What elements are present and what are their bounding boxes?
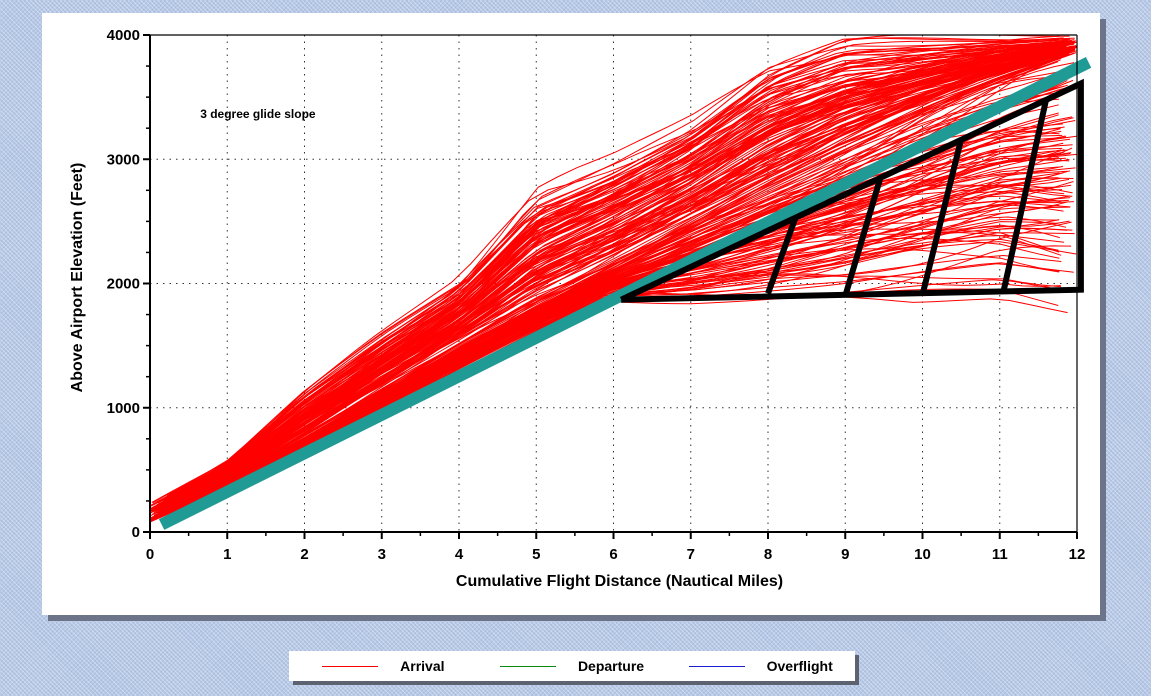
legend-entry-overflight: Overflight	[666, 658, 855, 674]
arrival-track-227	[150, 41, 1059, 509]
legend-label-departure: Departure	[577, 658, 645, 674]
glide-slope-line	[158, 56, 1092, 530]
arrival-track-207	[161, 35, 1070, 500]
legend-swatch-arrival	[322, 665, 379, 667]
arrival-track-17	[153, 275, 1062, 521]
arrival-track-48	[150, 43, 1058, 510]
x-tick-label-7: 7	[687, 546, 695, 563]
arrival-track-238	[163, 51, 1072, 508]
chart-panel: 0 1 2 3 4 5 6 7 8 9 10 11 12 0 1000 2000 3000 4000 Cumulat…	[42, 13, 1100, 615]
arrival-track-231	[155, 37, 1064, 503]
arrival-track-226	[159, 54, 1068, 513]
y-tick-label-0: 0	[132, 524, 140, 541]
x-tick-label-12: 12	[1069, 546, 1086, 563]
arrival-track-220	[157, 50, 1066, 512]
y-axis-title: Above Airport Elevation (Feet)	[69, 163, 86, 393]
legend: Arrival Departure Overflight	[289, 651, 855, 681]
x-axis-title: Cumulative Flight Distance (Nautical Mil…	[456, 573, 783, 590]
x-tick-label-5: 5	[532, 546, 540, 563]
highlight-region	[619, 78, 1084, 303]
y-tick-label-3: 3000	[107, 151, 140, 168]
arrival-track-233	[169, 49, 1059, 501]
flight-profile-chart: 0 1 2 3 4 5 6 7 8 9 10 11 1201000200030004000Cumulat…	[69, 27, 1092, 590]
legend-entry-arrival: Arrival	[289, 658, 478, 674]
arrival-track-199	[160, 76, 1069, 515]
x-tick-label-0: 0	[146, 546, 154, 563]
x-tick-label-2: 2	[300, 546, 308, 563]
highlight-outline	[619, 78, 1084, 303]
arrival-tracks	[150, 35, 1077, 523]
arrival-track-230	[164, 40, 1073, 501]
y-tick-label-4: 4000	[107, 27, 140, 44]
legend-entry-departure: Departure	[478, 658, 667, 674]
arrival-track-213	[165, 200, 1074, 513]
arrival-track-139	[167, 49, 1076, 506]
arrival-track-235	[163, 51, 1072, 509]
legend-swatch-overflight	[688, 665, 745, 667]
arrival-track-232	[158, 54, 1067, 515]
arrival-track-237	[169, 48, 1059, 500]
arrival-track-144	[159, 40, 1068, 502]
highlight-divider-2	[919, 138, 965, 296]
highlight-divider-0	[765, 217, 798, 295]
arrival-track-206	[166, 52, 1075, 511]
arrival-track-128	[172, 49, 1062, 503]
arrival-track-200	[159, 39, 1068, 502]
x-tick-label-3: 3	[378, 546, 386, 563]
x-tick-label-8: 8	[764, 546, 772, 563]
legend-label-arrival: Arrival	[400, 658, 445, 674]
x-tick-label-4: 4	[455, 546, 464, 563]
x-tick-label-11: 11	[992, 546, 1008, 563]
arrival-track-217	[161, 43, 1070, 505]
arrival-track-214	[151, 48, 1060, 513]
arrival-track-23	[150, 288, 1059, 523]
arrival-track-42	[152, 273, 1061, 521]
arrival-track-234	[172, 149, 1062, 510]
x-tick-label-9: 9	[841, 546, 849, 563]
highlight-divider-3	[1000, 98, 1050, 292]
legend-label-overflight: Overflight	[766, 658, 833, 674]
x-tick-label-6: 6	[609, 546, 617, 563]
x-tick-label-1: 1	[223, 546, 231, 563]
y-tick-label-1: 1000	[107, 400, 140, 417]
legend-swatch-departure	[499, 665, 556, 667]
highlight-divider-1	[842, 178, 883, 297]
arrival-track-215	[172, 40, 1062, 496]
x-tick-labels: 0 1 2 3 4 5 6 7 8 9 10 11 12	[146, 532, 1086, 563]
y-tick-labels: 0 1000 2000 3000 4000	[107, 27, 150, 541]
arrival-track-216	[155, 46, 1064, 509]
arrival-track-222	[168, 50, 1077, 510]
annotation-glide-slope-0: 3 degree glide slope	[200, 107, 316, 121]
arrival-track-160	[161, 220, 1070, 515]
x-tick-label-10: 10	[914, 546, 931, 563]
y-tick-label-2: 2000	[107, 276, 140, 293]
